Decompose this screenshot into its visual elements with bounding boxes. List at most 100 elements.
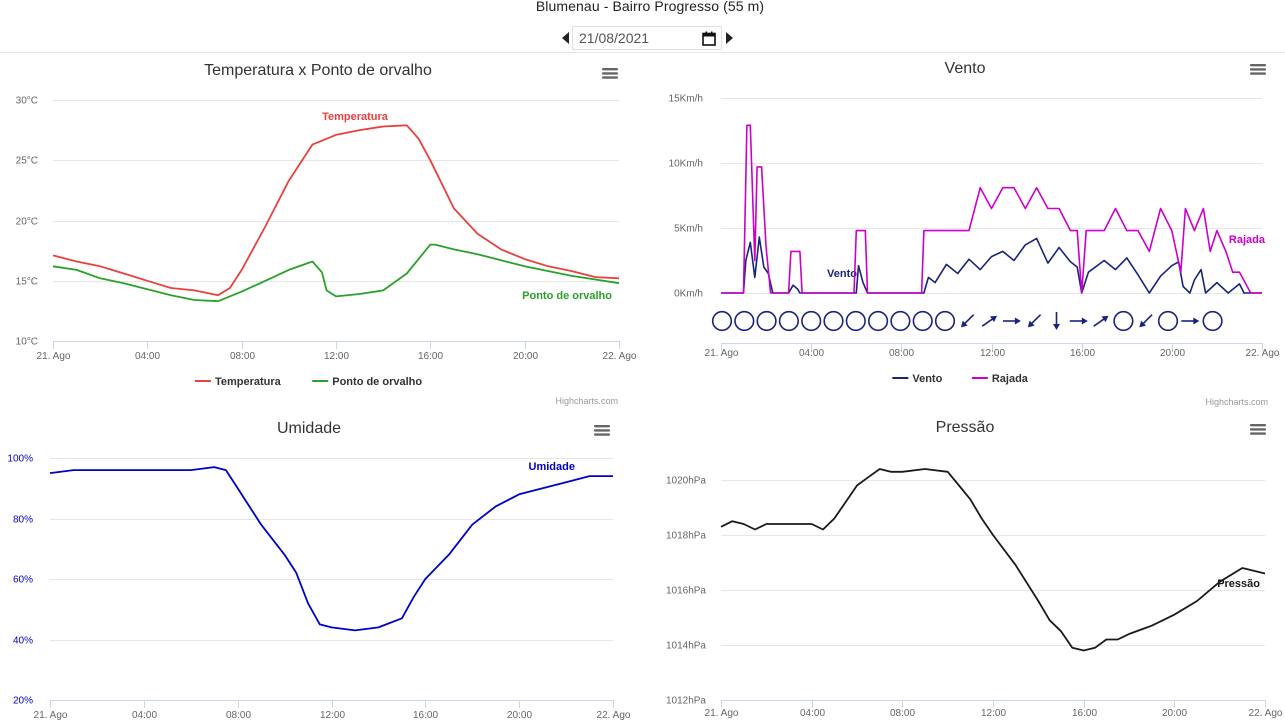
humidity-chart: Umidade 20% 40% 60% 80% 100% 21. Ago 04:00 08:00…	[7, 420, 631, 721]
wind-calm-marker	[801, 310, 822, 332]
chart-title: Temperatura x Ponto de orvalho	[204, 62, 432, 79]
x-tick-label: 04:00	[800, 708, 825, 719]
menu-bar	[1250, 68, 1266, 71]
wind-calm-marker	[868, 310, 889, 332]
legend-label: Vento	[912, 373, 942, 385]
x-tick-label: 16:00	[1070, 348, 1095, 359]
y-tick-label: 20°C	[16, 217, 38, 228]
x-tick-label: 12:00	[980, 348, 1005, 359]
wind-direction-arrow	[1139, 314, 1153, 328]
x-tick-label: 12:00	[320, 710, 345, 721]
legend-item[interactable]: Vento	[892, 373, 943, 385]
wind-calm-marker	[1202, 310, 1223, 332]
menu-bar	[1250, 64, 1266, 67]
legend-item[interactable]: Temperatura	[194, 376, 282, 388]
chart-title: Umidade	[277, 420, 341, 437]
y-tick-label: 5Km/h	[674, 224, 703, 235]
x-tick-label: 08:00	[226, 710, 251, 721]
x-tick-label: 04:00	[135, 351, 160, 362]
x-tick-label: 22. Ago	[597, 710, 631, 721]
x-tick-label: 04:00	[132, 710, 157, 721]
y-tick-label: 40%	[13, 636, 33, 647]
menu-bar	[1250, 424, 1266, 427]
wind-calm-marker	[845, 310, 866, 332]
hamburger-menu-icon[interactable]	[1250, 64, 1266, 75]
series-line-press-o	[720, 468, 1266, 652]
wind-direction-arrow	[960, 314, 975, 328]
legend-item[interactable]: Rajada	[971, 373, 1029, 385]
wind-direction-arrow	[1069, 317, 1088, 325]
y-tick-label: 30°C	[16, 96, 38, 107]
y-tick-label: 60%	[13, 575, 33, 586]
highcharts-credits: Highcharts.com	[1205, 397, 1268, 407]
y-tick-label: 1018hPa	[666, 531, 706, 542]
wind-direction-arrow	[1181, 317, 1200, 325]
arrow-head	[1101, 315, 1109, 323]
menu-bar	[602, 72, 618, 75]
wind-calm-marker	[778, 310, 799, 332]
x-tick-label: 16:00	[1072, 708, 1097, 719]
next-day-button[interactable]	[722, 25, 736, 51]
wind-chart: Vento 0Km/h 5Km/h 10Km/h 15Km/h 21. Ago 04:00 0…	[669, 60, 1280, 407]
y-tick-label: 10Km/h	[669, 159, 703, 170]
x-tick-label: 20:00	[1162, 708, 1187, 719]
x-tick-label: 20:00	[507, 710, 532, 721]
hamburger-menu-icon[interactable]	[1250, 424, 1266, 435]
pressure-chart: Pressão 1012hPa 1014hPa 1016hPa 1018hPa 1020h…	[666, 419, 1283, 719]
wind-direction-arrow	[1027, 314, 1042, 328]
x-tick-label: 08:00	[889, 348, 914, 359]
arrow-head	[1139, 320, 1147, 328]
wind-direction-arrow	[981, 315, 997, 327]
y-tick-label: 1016hPa	[666, 586, 706, 597]
x-tick-label: 12:00	[981, 708, 1006, 719]
wind-calm-marker	[912, 310, 933, 332]
chart-title: Vento	[945, 60, 986, 77]
date-navigation: 21/08/2021	[558, 25, 736, 51]
arrow-head	[1193, 317, 1200, 325]
calendar-icon[interactable]	[702, 31, 716, 46]
arrow-head	[1014, 317, 1021, 325]
wind-calm-marker	[1113, 310, 1134, 332]
arrow-head	[1053, 324, 1060, 330]
x-tick-label: 08:00	[890, 708, 915, 719]
legend-item[interactable]: Ponto de orvalho	[312, 376, 422, 388]
legend-label: Ponto de orvalho	[332, 376, 422, 388]
x-tick-label: 16:00	[413, 710, 438, 721]
hamburger-menu-icon[interactable]	[602, 68, 618, 79]
wind-calm-marker	[934, 310, 956, 332]
x-tick-label: 20:00	[513, 351, 538, 362]
menu-bar	[602, 76, 618, 79]
caret-left-icon	[561, 32, 569, 44]
wind-calm-marker	[890, 310, 911, 332]
series-data-label: Rajada	[1229, 234, 1266, 246]
date-input[interactable]: 21/08/2021	[572, 26, 722, 50]
y-tick-label: 25°C	[16, 156, 38, 167]
wind-calm-marker	[1157, 310, 1179, 332]
arrow-head	[1081, 317, 1088, 325]
previous-day-button[interactable]	[558, 25, 572, 51]
highcharts-credits: Highcharts.com	[555, 396, 618, 406]
temperature-dewpoint-chart: Temperatura x Ponto de orvalho 10°C 15°C 20…	[16, 62, 637, 406]
series-line-ponto-de-orvalho	[52, 243, 620, 303]
page-title: Blumenau - Bairro Progresso (55 m)	[535, 0, 765, 14]
x-tick-label: 08:00	[230, 351, 255, 362]
chart-title: Pressão	[936, 419, 995, 436]
date-value: 21/08/2021	[579, 30, 650, 46]
x-tick-label: 16:00	[418, 351, 443, 362]
y-tick-label: 1020hPa	[666, 476, 706, 487]
menu-bar	[602, 68, 618, 71]
y-tick-label: 1014hPa	[666, 641, 706, 652]
header-divider	[0, 52, 1285, 53]
hamburger-menu-icon[interactable]	[594, 425, 610, 436]
arrow-head	[960, 320, 968, 328]
y-tick-label: 20%	[13, 696, 33, 707]
wind-direction-arrow	[1093, 315, 1109, 327]
arrow-head	[1027, 320, 1035, 328]
wind-direction-arrow	[1053, 312, 1060, 330]
x-tick-label: 20:00	[1160, 348, 1185, 359]
wind-calm-marker	[823, 310, 844, 332]
caret-right-icon	[725, 32, 733, 44]
x-tick-label: 22. Ago	[603, 351, 637, 362]
x-tick-label: 21. Ago	[37, 351, 71, 362]
x-tick-label: 21. Ago	[705, 708, 739, 719]
